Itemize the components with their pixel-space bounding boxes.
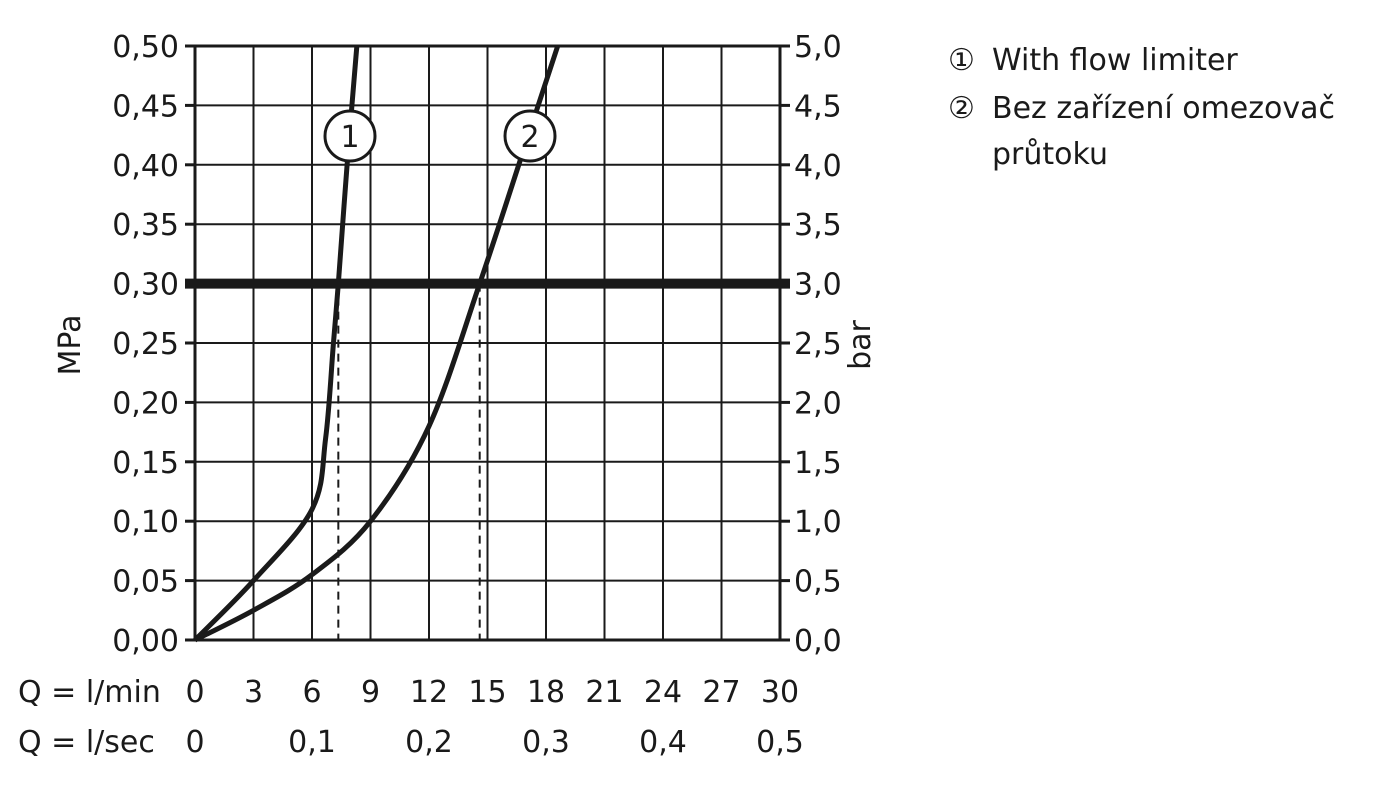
left-tick-label: 0,40 <box>112 149 179 184</box>
x-tick-label-lmin: 27 <box>702 675 740 710</box>
x-axis-ticks: 0 3 6 9 12 15 18 21 24 27 30 0 0,1 0,2 0,3 0,4 0,5 <box>185 675 803 760</box>
right-tick-label: 3,0 <box>794 268 842 303</box>
x-tick-label-lmin: 15 <box>468 675 506 710</box>
left-tick-label: 0,15 <box>112 446 179 481</box>
plot-frame <box>185 44 790 642</box>
right-tick-label: 3,5 <box>794 208 842 243</box>
legend-text-1: With flow limiter <box>992 43 1238 78</box>
right-axis-title: bar <box>843 319 878 369</box>
x-tick-label-lmin: 30 <box>761 675 799 710</box>
series-1-line <box>193 45 360 642</box>
x-tick-label-lsec: 0,4 <box>639 725 687 760</box>
x-tick-label-lmin: 21 <box>585 675 623 710</box>
x-tick-label-lmin: 12 <box>410 675 448 710</box>
crossing-dashes <box>337 283 481 640</box>
right-tick-label: 0,0 <box>794 624 842 659</box>
x-tick-label-lsec: 0,2 <box>405 725 453 760</box>
left-tick-label: 0,00 <box>112 624 179 659</box>
legend-text-2: Bez zařízení omezovač průtoku <box>992 91 1335 172</box>
x-axis-label-lmin: Q = l/min <box>18 675 161 710</box>
right-tick-label: 5,0 <box>794 30 842 65</box>
right-tick-label: 0,5 <box>794 565 842 600</box>
left-tick-label: 0,30 <box>112 268 179 303</box>
series-1-marker-label: 1 <box>340 120 359 155</box>
series-1-marker-circle <box>323 109 377 163</box>
left-tick-label: 0,35 <box>112 208 179 243</box>
left-tick-label: 0,50 <box>112 30 179 65</box>
right-tick-label: 1,0 <box>794 505 842 540</box>
right-tick-label: 4,0 <box>794 149 842 184</box>
legend: ① With flow limiter ② Bez zařízení omezo… <box>948 38 1378 180</box>
right-axis-ticks: 0,0 0,5 1,0 1,5 2,0 2,5 3,0 3,5 4,0 4,5 5,0 <box>794 30 842 659</box>
x-tick-label-lsec: 0,1 <box>288 725 336 760</box>
left-tick-label: 0,05 <box>112 565 179 600</box>
x-tick-label-lmin: 6 <box>302 675 321 710</box>
series-2-marker-circle <box>503 109 557 163</box>
x-tick-label-lmin: 9 <box>361 675 380 710</box>
right-tick-label: 4,5 <box>794 89 842 124</box>
x-tick-label-lmin: 0 <box>185 675 204 710</box>
legend-marker-2: ② <box>948 91 975 126</box>
right-tick-label: 1,5 <box>794 446 842 481</box>
x-tick-label-lmin: 18 <box>527 675 565 710</box>
x-tick-label-lmin: 3 <box>244 675 263 710</box>
left-tick-label: 0,25 <box>112 327 179 362</box>
legend-marker-1: ① <box>948 43 975 78</box>
legend-item-1: ① With flow limiter <box>948 38 1378 84</box>
x-tick-label-lmin: 24 <box>644 675 682 710</box>
left-tick-label: 0,10 <box>112 505 179 540</box>
legend-item-2: ② Bez zařízení omezovač průtoku <box>948 86 1378 178</box>
left-axis-title: MPa <box>53 314 88 375</box>
left-axis-ticks: 0,00 0,05 0,10 0,15 0,20 0,25 0,30 0,35 0,40 0,45… <box>112 30 179 659</box>
x-tick-label-lsec: 0 <box>185 725 204 760</box>
left-tick-label: 0,45 <box>112 89 179 124</box>
right-tick-label: 2,5 <box>794 327 842 362</box>
right-tick-label: 2,0 <box>794 386 842 421</box>
x-tick-label-lsec: 0,5 <box>756 725 804 760</box>
series-2-marker-label: 2 <box>520 120 539 155</box>
left-tick-label: 0,20 <box>112 386 179 421</box>
x-axis-label-lsec: Q = l/sec <box>18 725 155 760</box>
x-tick-label-lsec: 0,3 <box>522 725 570 760</box>
